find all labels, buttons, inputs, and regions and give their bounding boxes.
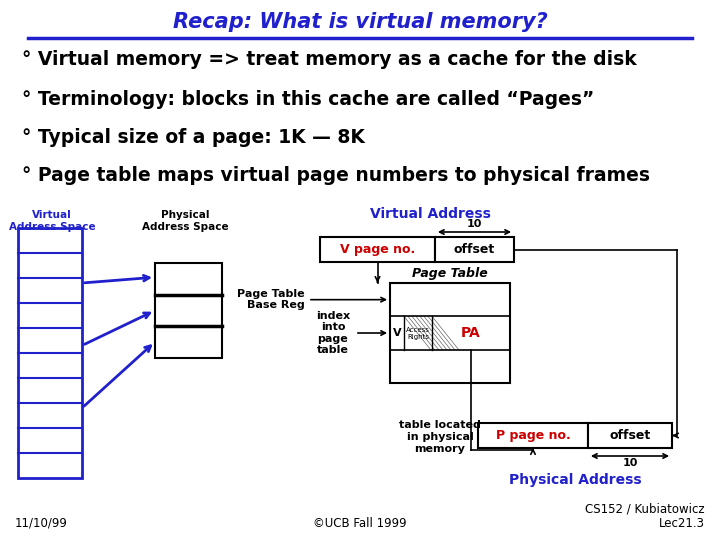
Text: ° Terminology: blocks in this cache are called “Pages”: ° Terminology: blocks in this cache are … bbox=[22, 90, 594, 109]
Text: Recap: What is virtual memory?: Recap: What is virtual memory? bbox=[173, 12, 547, 32]
Bar bbox=[390, 283, 510, 383]
Text: Page Table
Base Reg: Page Table Base Reg bbox=[238, 289, 305, 310]
Text: ©UCB Fall 1999: ©UCB Fall 1999 bbox=[313, 517, 407, 530]
Text: offset: offset bbox=[454, 243, 495, 256]
Text: Virtual Address: Virtual Address bbox=[369, 207, 490, 221]
Text: CS152 / Kubiatowicz
Lec21.3: CS152 / Kubiatowicz Lec21.3 bbox=[585, 502, 705, 530]
Text: table located
in physical
memory: table located in physical memory bbox=[399, 421, 481, 454]
Bar bbox=[478, 423, 588, 448]
Text: 11/10/99: 11/10/99 bbox=[15, 517, 68, 530]
Bar bbox=[588, 423, 672, 448]
Text: offset: offset bbox=[609, 429, 651, 442]
Text: 10: 10 bbox=[467, 219, 482, 229]
Text: ° Virtual memory => treat memory as a cache for the disk: ° Virtual memory => treat memory as a ca… bbox=[22, 50, 636, 69]
Text: PA: PA bbox=[461, 326, 481, 340]
Bar bbox=[18, 228, 82, 478]
Text: V: V bbox=[392, 328, 401, 338]
Bar bbox=[155, 263, 222, 358]
Text: ° Typical size of a page: 1K — 8K: ° Typical size of a page: 1K — 8K bbox=[22, 128, 365, 147]
Text: 10: 10 bbox=[622, 458, 638, 468]
Text: Physical
Address Space: Physical Address Space bbox=[142, 210, 228, 232]
Bar bbox=[320, 237, 435, 262]
Text: index
into
page
table: index into page table bbox=[316, 310, 350, 355]
Text: V page no.: V page no. bbox=[340, 243, 415, 256]
Text: Virtual
Address Space: Virtual Address Space bbox=[9, 210, 95, 232]
Bar bbox=[435, 237, 514, 262]
Text: Page Table: Page Table bbox=[412, 267, 488, 280]
Text: P page no.: P page no. bbox=[495, 429, 570, 442]
Text: ° Page table maps virtual page numbers to physical frames: ° Page table maps virtual page numbers t… bbox=[22, 166, 650, 185]
Text: Access
Rights: Access Rights bbox=[406, 327, 430, 340]
Text: Physical Address: Physical Address bbox=[509, 473, 642, 487]
